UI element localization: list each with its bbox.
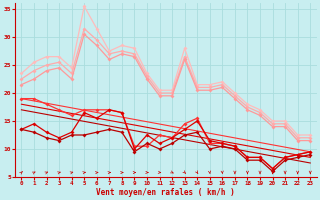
- X-axis label: Vent moyen/en rafales ( km/h ): Vent moyen/en rafales ( km/h ): [96, 188, 235, 197]
